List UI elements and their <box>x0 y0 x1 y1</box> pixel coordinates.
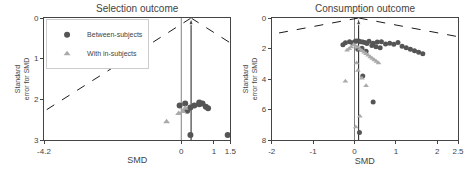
svg-text:6: 6 <box>262 105 267 114</box>
svg-text:Between-subjects: Between-subjects <box>87 31 143 39</box>
svg-text:0: 0 <box>179 147 184 156</box>
svg-text:2: 2 <box>34 95 39 104</box>
svg-text:2: 2 <box>262 44 267 53</box>
svg-text:1: 1 <box>34 54 39 63</box>
svg-text:1: 1 <box>394 147 399 156</box>
svg-text:SMD: SMD <box>127 155 148 165</box>
svg-text:Consumption outcome: Consumption outcome <box>315 3 415 14</box>
svg-text:2: 2 <box>435 147 440 156</box>
svg-text:8: 8 <box>262 136 267 145</box>
svg-text:-4.2: -4.2 <box>37 147 51 156</box>
svg-text:With in-subjects: With in-subjects <box>87 50 137 58</box>
svg-text:0: 0 <box>352 147 357 156</box>
svg-text:4: 4 <box>262 75 267 84</box>
svg-text:-2: -2 <box>268 147 276 156</box>
svg-text:SMD: SMD <box>355 156 376 166</box>
svg-text:Selection outcome: Selection outcome <box>96 3 179 14</box>
svg-text:-1: -1 <box>310 147 318 156</box>
svg-text:Standarderror for SMD: Standarderror for SMD <box>14 58 30 100</box>
svg-text:0: 0 <box>262 14 267 23</box>
svg-text:1: 1 <box>212 147 217 156</box>
svg-text:Standarderror for SMD: Standarderror for SMD <box>242 58 258 100</box>
svg-text:1.5: 1.5 <box>225 147 237 156</box>
svg-text:2.5: 2.5 <box>452 147 464 156</box>
svg-text:3: 3 <box>34 136 39 145</box>
svg-text:0: 0 <box>34 14 39 23</box>
